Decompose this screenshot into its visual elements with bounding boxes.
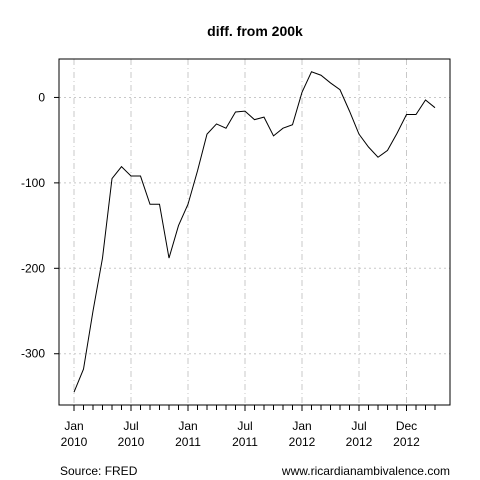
y-axis: 0 -100 -200 -300: [21, 90, 59, 361]
y-tick-label: -200: [21, 261, 45, 275]
x-tick-year-label: 2012: [346, 435, 373, 449]
x-tick-year-label: 2012: [393, 435, 420, 449]
x-axis: Jan 2010 Jul 2010 Jan 2011 Jul 2011 Jan 2012 Jul 20…: [61, 405, 436, 449]
x-tick-month-label: Jul: [237, 419, 252, 433]
x-tick-month-label: Jan: [64, 419, 83, 433]
y-tick-label: 0: [38, 90, 45, 104]
source-note: Source: FRED: [60, 464, 138, 478]
grid-layer: [59, 59, 450, 405]
x-tick-year-label: 2011: [175, 435, 201, 449]
x-tick-year-label: 2011: [232, 435, 258, 449]
y-tick-label: -100: [21, 176, 45, 190]
x-tick-month-label: Jul: [351, 419, 366, 433]
plot-frame: [58, 58, 451, 406]
website-credit: www.ricardianambivalence.com: [281, 464, 450, 478]
x-tick-month-label: Jul: [123, 419, 138, 433]
x-tick-month-label: Jan: [292, 419, 311, 433]
x-tick-month-label: Dec: [396, 419, 417, 433]
x-tick-month-label: Jan: [178, 419, 197, 433]
x-tick-year-label: 2010: [61, 435, 88, 449]
chart-title: diff. from 200k: [207, 23, 303, 39]
series-line: [73, 71, 436, 393]
y-tick-label: -300: [21, 347, 45, 361]
x-tick-year-label: 2012: [289, 435, 316, 449]
x-tick-year-label: 2010: [118, 435, 145, 449]
